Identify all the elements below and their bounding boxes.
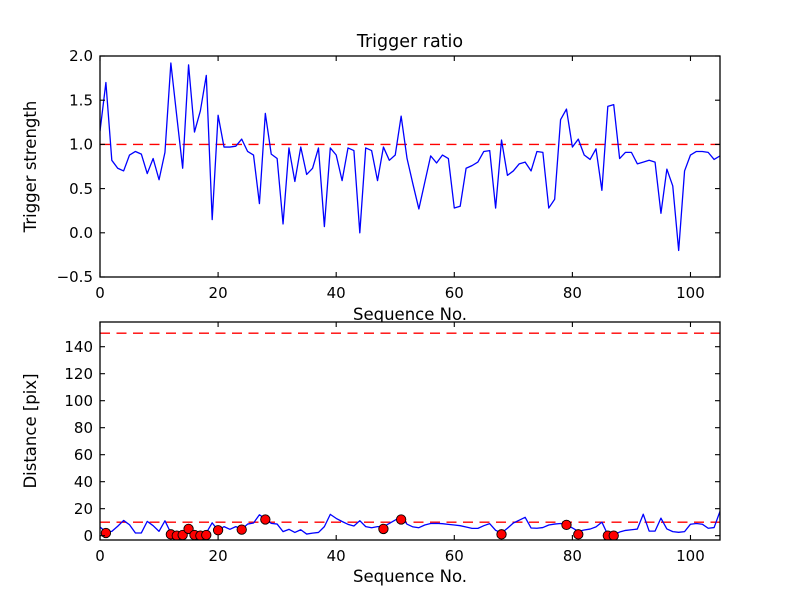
x-tick-label: 80 bbox=[563, 547, 582, 565]
y-tick-label: −0.5 bbox=[57, 268, 93, 286]
plot-area bbox=[100, 62, 720, 252]
bottom-y-axis-label: Distance [pix] bbox=[21, 373, 40, 488]
top-axes: 0 20 40 60 80 100 −0.5 0.0 0.5 1.0 1.5 2.0 bbox=[57, 47, 721, 302]
data-point-marker bbox=[496, 529, 507, 540]
x-tick-label: 60 bbox=[445, 284, 464, 302]
y-tick-label: 0.0 bbox=[69, 224, 93, 242]
y-tick-label: 0 bbox=[83, 527, 93, 545]
bottom-axes: 0 20 40 60 80 100 0 20 40 60 80 100 120 140 bbox=[64, 321, 721, 565]
x-tick-label: 20 bbox=[209, 284, 228, 302]
x-tick-label: 40 bbox=[327, 284, 346, 302]
y-tick-label: 1.5 bbox=[69, 91, 93, 109]
x-tick-label: 60 bbox=[445, 547, 464, 565]
x-tick-label: 20 bbox=[209, 547, 228, 565]
data-point-marker bbox=[212, 525, 224, 536]
top-chart-title: Trigger ratio bbox=[356, 32, 463, 52]
x-tick-label: 0 bbox=[95, 284, 105, 302]
x-tick-label: 80 bbox=[563, 284, 582, 302]
data-point-marker bbox=[100, 527, 112, 539]
data-point-marker bbox=[260, 514, 271, 525]
plot-area bbox=[100, 332, 720, 540]
y-tick-label: 20 bbox=[74, 500, 93, 518]
x-tick-label: 100 bbox=[676, 284, 705, 302]
axes-frame bbox=[99, 55, 721, 278]
x-tick-label: 100 bbox=[676, 547, 705, 565]
x-tick-label: 40 bbox=[327, 547, 346, 565]
y-tick-label: 80 bbox=[74, 419, 93, 437]
axes-background bbox=[100, 322, 720, 540]
data-point-marker bbox=[573, 529, 584, 540]
axes-background bbox=[100, 56, 720, 277]
y-tick-label: 1.0 bbox=[69, 136, 93, 154]
top-y-axis-label: Trigger strength bbox=[21, 101, 40, 234]
top-x-axis-label: Sequence No. bbox=[353, 305, 467, 324]
data-line bbox=[100, 62, 720, 252]
y-tick-label: 100 bbox=[64, 392, 93, 410]
y-tick-label: 40 bbox=[74, 473, 93, 491]
bottom-x-axis-label: Sequence No. bbox=[353, 567, 467, 586]
data-point-marker bbox=[236, 524, 247, 535]
y-tick-label: 120 bbox=[64, 365, 93, 383]
y-tick-label: 0.5 bbox=[69, 180, 93, 198]
y-tick-label: 60 bbox=[74, 446, 93, 464]
y-tick-label: 2.0 bbox=[69, 47, 93, 65]
x-tick-label: 0 bbox=[95, 547, 105, 565]
data-point-marker bbox=[608, 530, 619, 540]
axes-frame bbox=[99, 321, 721, 541]
data-point-marker bbox=[561, 519, 572, 531]
data-point-marker bbox=[395, 514, 407, 525]
data-point-marker bbox=[201, 529, 212, 540]
y-tick-label: 140 bbox=[64, 338, 93, 356]
data-point-marker bbox=[378, 523, 389, 535]
